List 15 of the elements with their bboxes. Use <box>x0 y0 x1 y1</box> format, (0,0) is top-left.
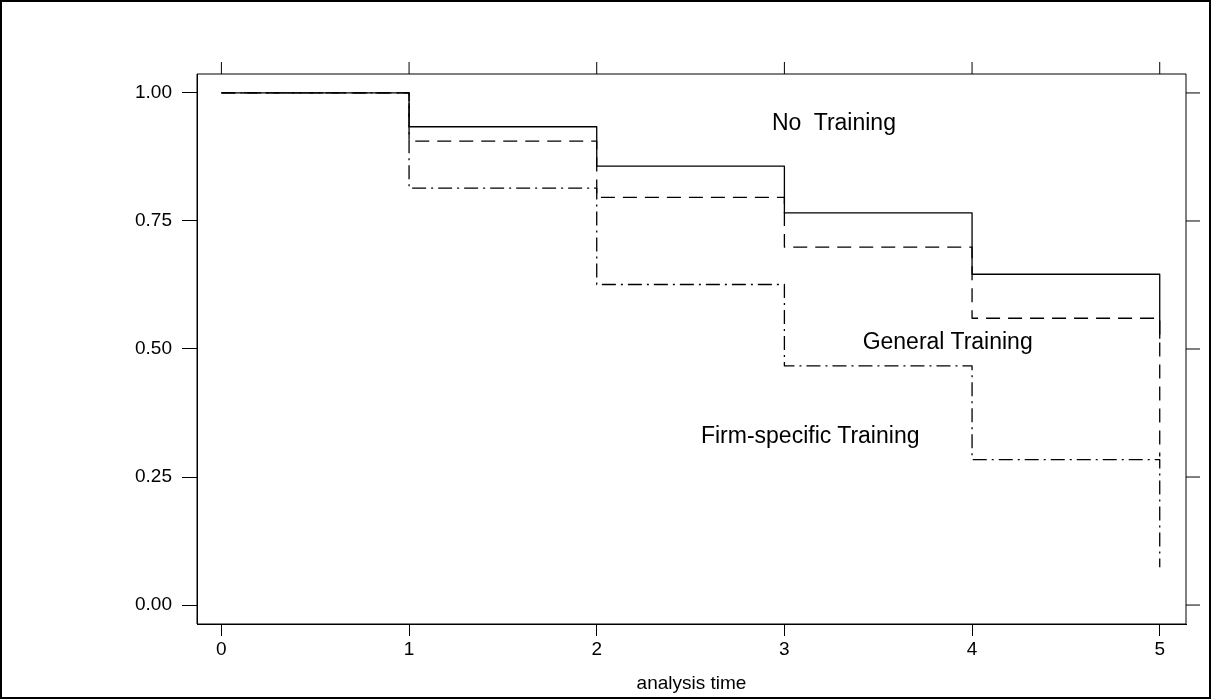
y-tick-label: 1.00 <box>135 81 172 103</box>
series-label: General Training <box>862 328 1033 355</box>
y-tick-label: 0.00 <box>135 593 172 615</box>
x-axis-title: analysis time <box>636 671 747 693</box>
x-tick-label: 5 <box>1154 637 1166 659</box>
x-tick-label: 2 <box>591 637 603 659</box>
y-tick-label: 0.25 <box>135 465 172 487</box>
y-tick-label: 0.75 <box>135 209 172 231</box>
x-tick-label: 4 <box>966 637 978 659</box>
text: Firm-specific Training <box>700 422 920 449</box>
x-tick-label: 3 <box>779 637 790 659</box>
x-tick-label: 1 <box>403 637 415 659</box>
series-label: No Training <box>771 108 896 135</box>
y-tick-label: 0.50 <box>135 337 172 359</box>
x-tick-label: 0 <box>216 637 227 659</box>
